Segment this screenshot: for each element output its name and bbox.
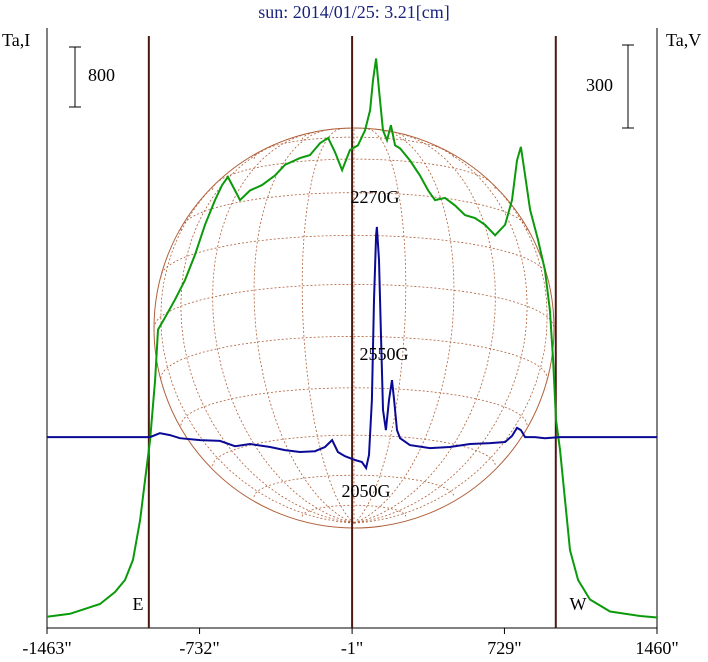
longitude-line (253, 129, 355, 524)
annotation: 2270G (351, 187, 400, 207)
x-tick-label: -1" (341, 638, 363, 658)
longitude-line (301, 128, 355, 524)
limb-label: W (570, 594, 587, 614)
longitude-line (160, 181, 355, 524)
latitude-line (301, 127, 407, 140)
chart-title: sun: 2014/01/25: 3.21[cm] (258, 2, 450, 22)
longitude-line (353, 129, 455, 524)
scale-bar (69, 46, 81, 108)
longitude-line (353, 141, 528, 524)
y-axis-label: Ta,I (2, 30, 30, 50)
latitude-line (160, 335, 548, 379)
series-line (46, 58, 658, 619)
longitude-line (212, 133, 355, 524)
longitude-line (353, 133, 496, 524)
latitude-line (301, 504, 407, 517)
x-tick-label: 729" (487, 638, 521, 658)
series-line (47, 226, 657, 471)
x-tick-label: -1463" (22, 638, 71, 658)
annotation: 2550G (360, 344, 409, 364)
annotation: 2050G (342, 481, 391, 501)
latitude-line (253, 136, 455, 160)
scale-bar-label: 800 (88, 65, 115, 85)
x-tick-label: -732" (179, 638, 219, 658)
longitude-line (353, 128, 407, 524)
solar-disk (153, 127, 555, 529)
scale-bar-label: 300 (586, 75, 613, 95)
x-tick-label: 1460" (635, 638, 678, 658)
longitude-line (353, 181, 548, 524)
limb-label: E (133, 594, 144, 614)
scale-bar (622, 44, 634, 129)
y2-axis-label: Ta,V (666, 30, 701, 50)
